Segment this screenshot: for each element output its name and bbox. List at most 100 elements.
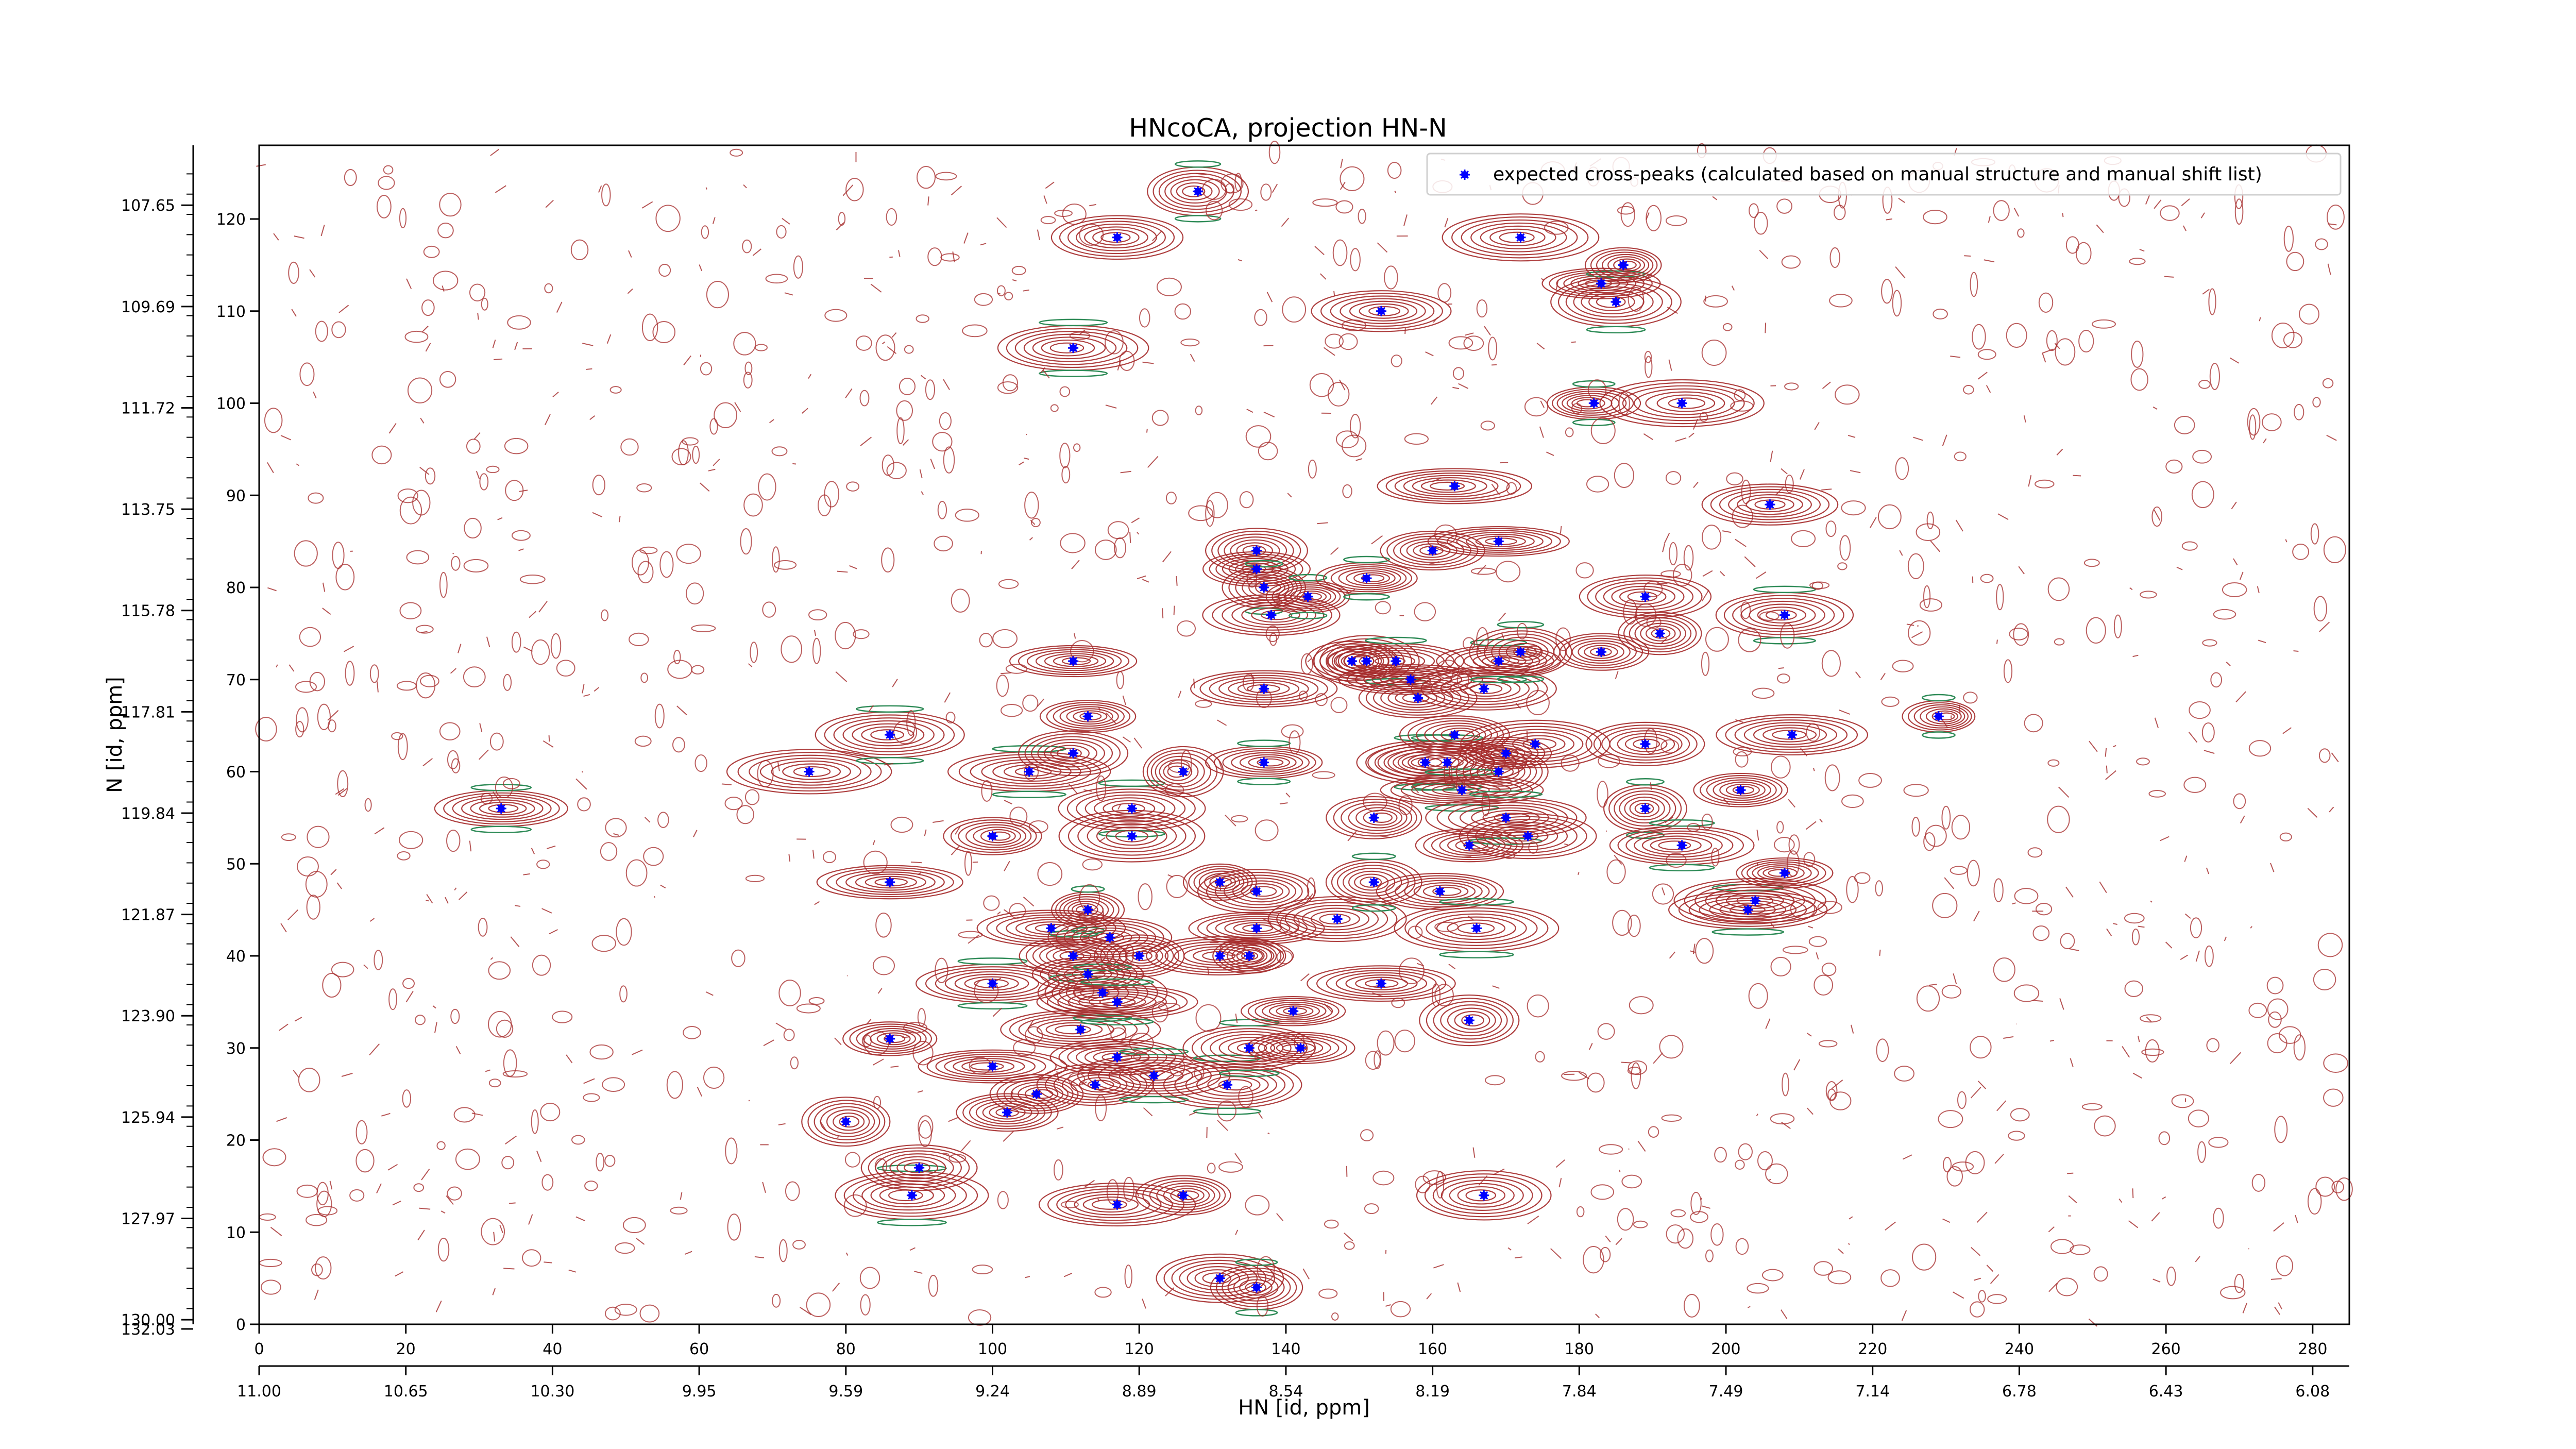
noise-contour [1177,620,1196,637]
noise-contour [1173,605,1175,615]
noise-contour [666,1071,683,1099]
noise-contour [1829,1091,1852,1110]
noise-contour [2006,323,2027,348]
noise-contour [783,1029,795,1041]
peak-marker [1193,186,1204,197]
noise-contour [948,1154,967,1163]
noise-contour [1167,874,1174,878]
noise-contour [917,872,922,875]
noise-contour [910,861,922,864]
noise-contour [2119,1198,2123,1203]
noise-contour [1777,673,1790,684]
noise-contour [280,923,287,933]
noise-contour [1460,740,1483,749]
noise-contour [478,917,488,937]
noise-contour [423,245,440,258]
noise-contour [639,1304,660,1323]
noise-contour [1391,997,1405,1008]
noise-contour [972,861,978,863]
noise-contour [1314,246,1325,256]
noise-contour [1228,198,1253,211]
noise-contour [1923,832,1936,851]
noise-contour [523,646,533,652]
noise-contour [417,1229,425,1241]
noise-contour [2067,1172,2074,1174]
noise-contour [745,874,765,882]
noise-contour [584,1181,598,1191]
noise-contour [267,462,274,474]
peak-marker [1222,1080,1233,1090]
noise-contour [1105,330,1124,355]
noise-contour [1125,945,1134,964]
noise-contour [293,1070,299,1078]
noise-contour [492,339,496,348]
noise-contour [2191,481,2214,509]
noise-contour [1623,599,1638,625]
noise-contour [397,488,418,503]
noise-contour [2209,363,2220,390]
noise-contour [672,737,685,753]
x-axis-ppm: 11.00 10.65 10.30 9.95 9.59 9.24 8.89 8.54 8.19 7… [237,1366,2330,1401]
noise-contour [1364,1203,1379,1215]
noise-contour [1117,803,1122,810]
peak-marker [1464,1015,1475,1026]
noise-contour [1599,1144,1623,1155]
noise-contour [2060,933,2075,950]
noise-contour [1384,265,1398,290]
noise-contour [2018,566,2025,575]
peak-contour [1325,852,1422,912]
noise-contour [1079,224,1104,246]
noise-contour [1231,815,1248,823]
noise-contour [1735,1159,1745,1170]
noise-contour [706,280,729,309]
noise-contour [329,1181,333,1190]
noise-contour [2176,566,2183,570]
noise-contour [2049,1040,2054,1042]
noise-contour [992,1007,1002,1017]
y2-tick-label: 109.69 [121,298,175,316]
noise-contour [824,309,848,322]
noise-contour [396,681,417,691]
noise-contour [1692,943,1696,954]
peak-contour [1585,721,1705,766]
noise-contour [2234,198,2244,225]
noise-contour [2091,319,2116,329]
noise-contour [1561,754,1580,772]
noise-contour [676,544,701,564]
peak-contour [816,865,963,900]
noise-contour [934,535,953,552]
noise-contour [2220,1286,2246,1300]
noise-contour [983,895,1000,911]
noise-contour [259,1213,276,1221]
noise-contour [1951,815,1971,840]
noise-contour [872,1058,884,1066]
noise-contour [439,193,462,217]
noise-contour [2240,815,2245,824]
noise-contour [1095,1094,1107,1121]
noise-contour [1059,443,1071,468]
noise-contour [1385,1304,1391,1307]
noise-contour [598,185,602,193]
noise-contour [568,1269,577,1273]
peak-marker [1259,582,1269,593]
noise-contour [2032,1000,2043,1002]
noise-contour [1803,852,1816,867]
noise-contour [1262,918,1272,924]
noise-contour [2013,984,2040,1002]
noise-contour [1661,1114,1682,1122]
noise-contour [1488,336,1498,361]
noise-contour [712,217,716,224]
noise-contour [602,1077,625,1092]
noise-contour [262,1148,286,1167]
noise-contour [1267,1132,1270,1135]
noise-contour [1756,829,1759,841]
peak-marker [1449,481,1460,492]
peak-marker [1500,748,1511,759]
x2-tick-label: 7.14 [1855,1383,1890,1401]
noise-contour [1411,783,1419,794]
noise-contour [1147,456,1159,468]
noise-contour [683,1025,701,1039]
noise-contour [1770,450,1773,462]
noise-contour [1560,526,1562,534]
noise-contour [502,778,520,789]
